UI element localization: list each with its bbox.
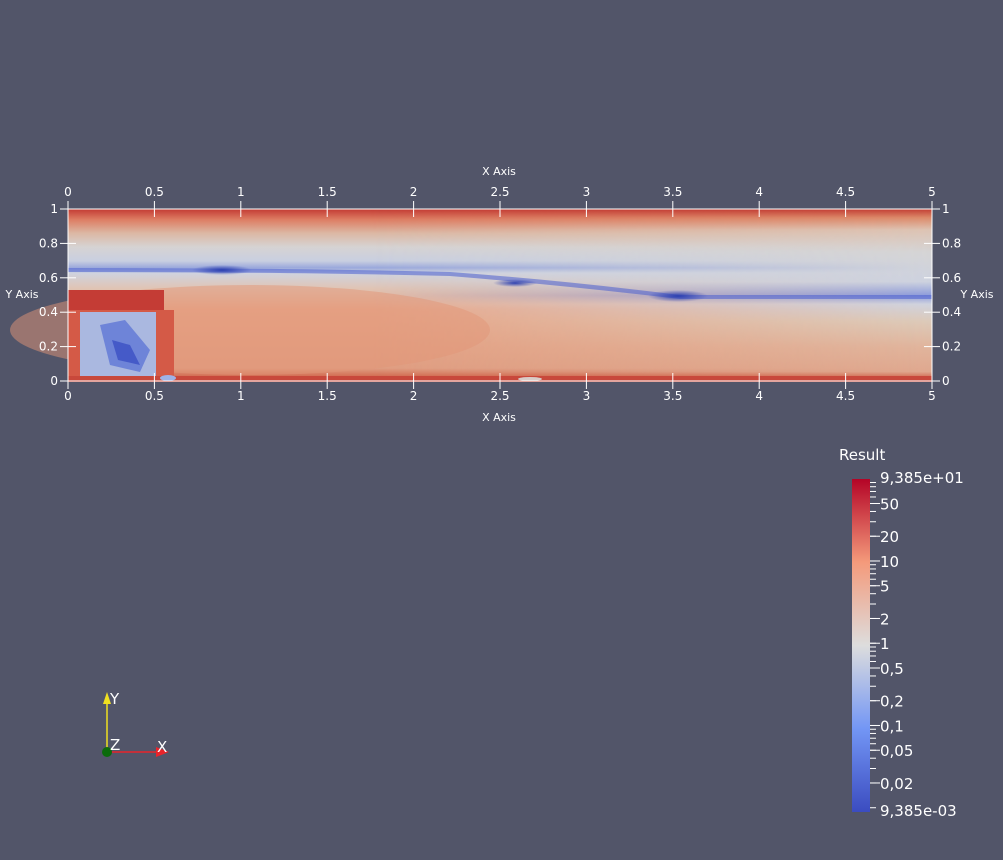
- orientation-axes: Y X Z: [102, 690, 169, 757]
- colorbar-label: 0,05: [880, 742, 913, 760]
- x-tick-label-bottom: 2: [410, 389, 418, 403]
- colorbar-label: 2: [880, 610, 890, 628]
- x-axis-title-top: X Axis: [482, 165, 516, 178]
- x-tick-label-bottom: 4: [755, 389, 763, 403]
- y-axis-title-left: Y Axis: [4, 288, 38, 301]
- y-tick-label-right: 0.4: [942, 305, 961, 319]
- colorbar-title: Result: [839, 446, 885, 464]
- y-tick-label-left: 0.8: [39, 236, 58, 250]
- y-tick-label-left: 0: [50, 374, 58, 388]
- axes-grid: 000.50.5111.51.5222.52.5333.53.5444.54.5…: [39, 185, 961, 403]
- x-tick-label-top: 3.5: [663, 185, 682, 199]
- y-arrow-head: [103, 692, 111, 704]
- colorbar-label: 0,1: [880, 717, 904, 735]
- y-tick-label-right: 1: [942, 202, 950, 216]
- colorbar-label: 0,2: [880, 693, 904, 711]
- colorbar-label: 50: [880, 495, 899, 513]
- colorbar-label: 0,5: [880, 660, 904, 678]
- y-tick-label-right: 0: [942, 374, 950, 388]
- x-tick-label-top: 1.5: [318, 185, 337, 199]
- x-tick-label-bottom: 5: [928, 389, 936, 403]
- x-axis-title-bottom: X Axis: [482, 411, 516, 424]
- z-axis-label: Z: [110, 736, 120, 754]
- z-axis-dot: [102, 747, 112, 757]
- colorbar-label: 5: [880, 578, 890, 596]
- x-tick-label-top: 2: [410, 185, 418, 199]
- colorbar-legend: Result 9,385e+01 9,385e-03 50 20 10 5 2 1 0,5 0…: [839, 446, 964, 820]
- x-tick-label-bottom: 2.5: [490, 389, 509, 403]
- x-arrow-head: [156, 747, 169, 757]
- x-tick-label-top: 1: [237, 185, 245, 199]
- x-tick-label-bottom: 0: [64, 389, 72, 403]
- y-tick-label-left: 0.6: [39, 271, 58, 285]
- x-tick-label-bottom: 3: [583, 389, 591, 403]
- x-tick-label-bottom: 1.5: [318, 389, 337, 403]
- y-axis-title-right: Y Axis: [959, 288, 993, 301]
- x-tick-label-bottom: 4.5: [836, 389, 855, 403]
- y-tick-label-right: 0.2: [942, 340, 961, 354]
- x-tick-label-top: 0: [64, 185, 72, 199]
- y-axis-label: Y: [109, 690, 120, 708]
- x-axis-label: X: [157, 738, 167, 756]
- x-tick-label-top: 2.5: [490, 185, 509, 199]
- x-tick-label-bottom: 3.5: [663, 389, 682, 403]
- y-tick-label-left: 1: [50, 202, 58, 216]
- y-tick-label-right: 0.8: [942, 236, 961, 250]
- colorbar-label: 0,02: [880, 775, 913, 793]
- y-tick-label-left: 0.4: [39, 305, 58, 319]
- x-tick-label-top: 0.5: [145, 185, 164, 199]
- x-tick-label-top: 3: [583, 185, 591, 199]
- colorbar-label: 10: [880, 553, 899, 571]
- x-tick-label-top: 4.5: [836, 185, 855, 199]
- x-tick-label-top: 5: [928, 185, 936, 199]
- colorbar-max-label: 9,385e+01: [880, 469, 964, 487]
- colorbar-gradient: [852, 479, 870, 812]
- x-tick-label-bottom: 0.5: [145, 389, 164, 403]
- colorbar-min-label: 9,385e-03: [880, 802, 957, 820]
- y-tick-label-left: 0.2: [39, 340, 58, 354]
- colorbar-label: 20: [880, 528, 899, 546]
- x-tick-label-top: 4: [755, 185, 763, 199]
- colorbar-label: 1: [880, 635, 890, 653]
- color-field: [10, 209, 932, 382]
- x-tick-label-bottom: 1: [237, 389, 245, 403]
- y-tick-label-right: 0.6: [942, 271, 961, 285]
